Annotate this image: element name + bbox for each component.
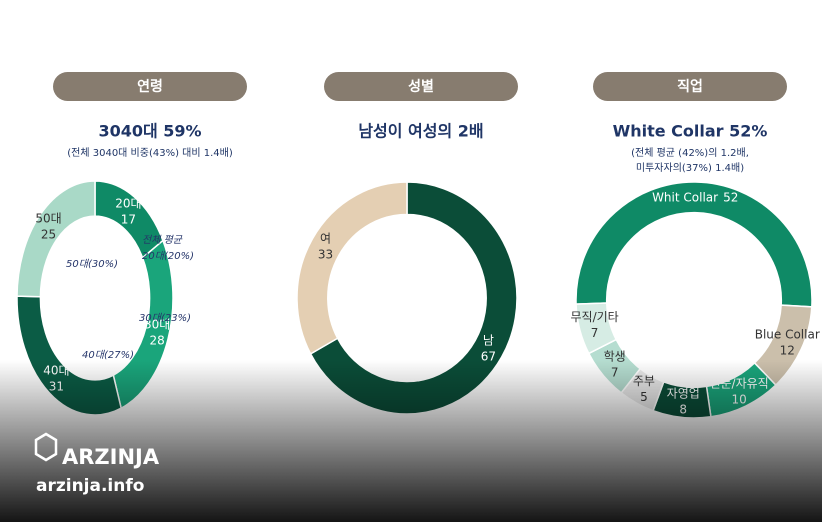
watermark-shade (0, 360, 822, 522)
section-pill (53, 72, 247, 101)
chart-subtitle: 남성이 여성의 2배 (358, 122, 483, 141)
watermark-brand: ARZINJA (62, 445, 160, 469)
annotation: 20대(20%) (142, 250, 194, 262)
chart-note: 미투자자의(37%) 1.4배) (636, 162, 744, 174)
segment-category: Whit Collar (652, 190, 718, 204)
donut-segment (296, 181, 408, 355)
segment-value: 12 (780, 343, 795, 357)
segment-category: 여 (320, 232, 331, 246)
annotation: 40대(27%) (82, 349, 134, 361)
section-pill (593, 72, 787, 101)
annotation: 50대(30%) (66, 258, 118, 270)
section-title: 성별 (408, 78, 434, 95)
donut-segment (16, 180, 96, 298)
segment-category: 무직/기타 (570, 310, 618, 324)
watermark-url: arzinja.info (36, 476, 144, 496)
segment-category: 20대 (115, 197, 141, 211)
segment-value: 28 (149, 333, 164, 347)
segment-value: 33 (318, 248, 333, 262)
segment-value: 17 (121, 213, 136, 227)
chart-subtitle: White Collar 52% (613, 122, 768, 141)
section-title: 직업 (677, 78, 703, 95)
segment-label: Whit Collar 52 (652, 190, 738, 204)
segment-category: 30대 (144, 317, 170, 331)
chart-note: (전체 평균 (42%)의 1.2배, (631, 147, 749, 159)
donut-segment (575, 302, 618, 355)
segment-category: 남 (483, 333, 494, 347)
segment-category: Blue Collar (755, 327, 820, 341)
segment-value: 7 (591, 326, 599, 340)
section-pill (324, 72, 518, 101)
annotation: 30대(23%) (139, 312, 191, 324)
segment-value: 52 (723, 190, 738, 204)
segment-value: 67 (481, 349, 496, 363)
chart-note: (전체 3040대 비중(43%) 대비 1.4배) (67, 147, 233, 159)
annotation: 전체 평균 (142, 234, 183, 246)
donut-segment (575, 181, 813, 308)
chart-subtitle: 3040대 59% (98, 122, 201, 141)
section-title: 연령 (137, 79, 163, 95)
segment-value: 25 (41, 228, 56, 242)
segment-category: 50대 (35, 212, 61, 226)
watermark-logo (34, 432, 58, 462)
